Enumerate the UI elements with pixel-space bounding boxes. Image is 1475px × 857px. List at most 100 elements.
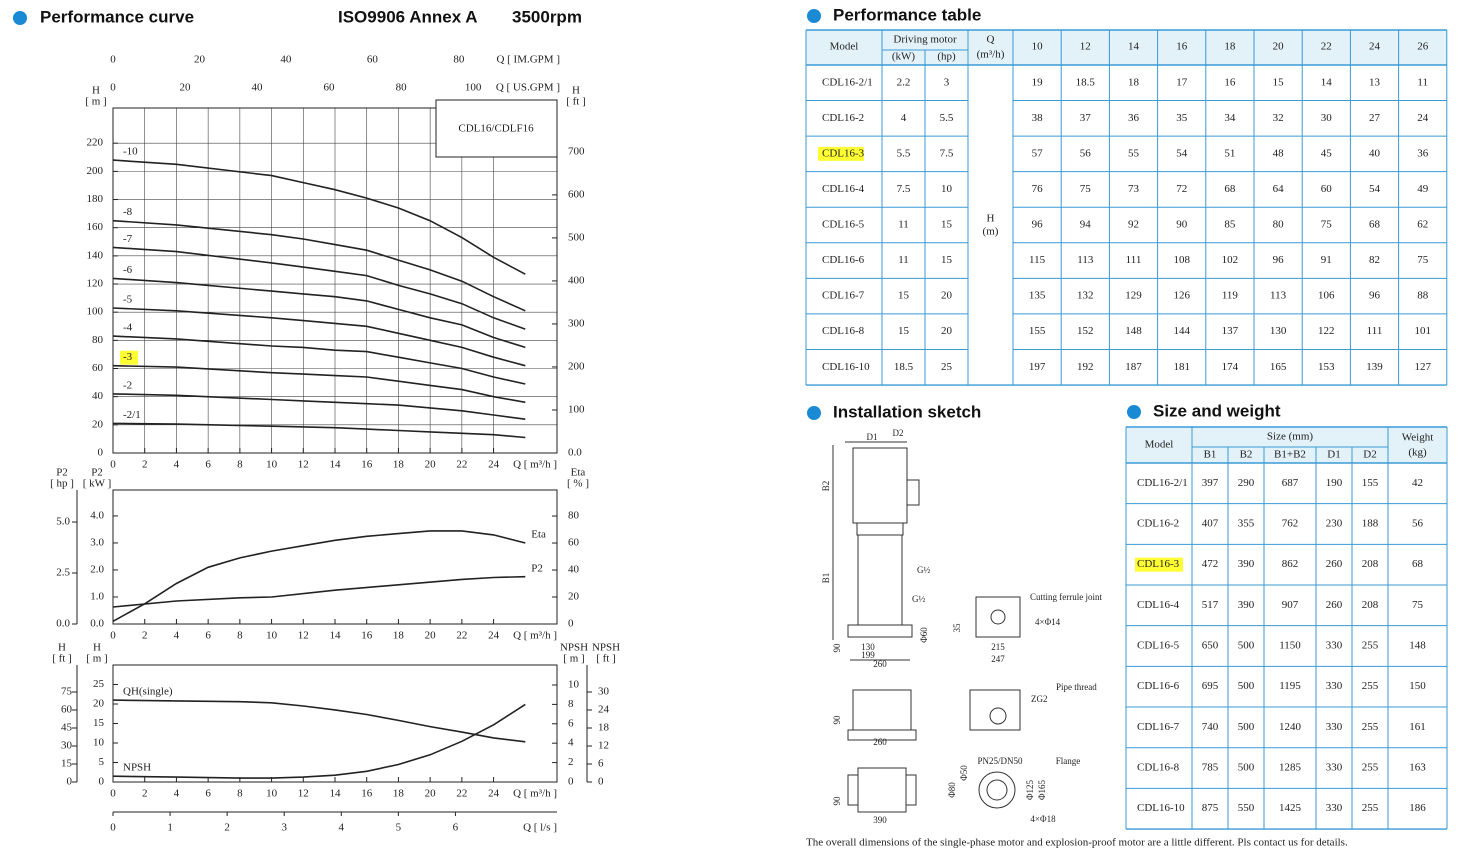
series-label: -4 bbox=[123, 322, 133, 334]
y-tick-label: 0 bbox=[568, 776, 574, 788]
table-header bbox=[806, 30, 1447, 65]
curve bbox=[112, 277, 526, 349]
table-cell: 144 bbox=[1173, 325, 1190, 337]
y-axis-unit: [ m ] bbox=[86, 653, 107, 665]
x-tick-label: 16 bbox=[361, 788, 373, 800]
y-tick-label: 12 bbox=[598, 740, 609, 752]
series-label: -6 bbox=[123, 264, 133, 276]
table-cell: CDL16-2/1 bbox=[1137, 477, 1188, 489]
x-tick-label: 6 bbox=[205, 630, 211, 642]
sketch-label: Pipe thread bbox=[1056, 682, 1097, 692]
y-tick-label: 100 bbox=[87, 306, 104, 318]
table-cell: CDL16-7 bbox=[822, 290, 865, 302]
table-cell: 11 bbox=[898, 254, 909, 266]
flange-inner bbox=[986, 779, 1008, 801]
x-tick-label: 24 bbox=[488, 630, 500, 642]
highlight bbox=[1135, 557, 1183, 572]
table-cell: 16 bbox=[1224, 76, 1236, 88]
highlight bbox=[818, 146, 864, 161]
y-axis-title: NPSH bbox=[560, 642, 588, 654]
table-cell: CDL16-2 bbox=[822, 112, 864, 124]
table-cell: 55 bbox=[1128, 147, 1140, 159]
table-cell: 407 bbox=[1202, 518, 1219, 530]
table-cell: 875 bbox=[1202, 802, 1219, 814]
y-axis-unit: [ ft ] bbox=[566, 96, 586, 108]
bottom-tick-label: 6 bbox=[453, 822, 459, 834]
y-tick-label: 220 bbox=[87, 137, 104, 149]
y-axis-unit: [ ft ] bbox=[52, 653, 72, 665]
header-cell: B1+B2 bbox=[1274, 449, 1306, 461]
y-tick-label: 40 bbox=[568, 564, 580, 576]
table-cell: 137 bbox=[1222, 325, 1239, 337]
table-cell: 390 bbox=[1238, 558, 1255, 570]
x-axis-label: Q [ m³/h ] bbox=[513, 459, 557, 471]
table-cell: 132 bbox=[1077, 290, 1094, 302]
x-tick-label: 20 bbox=[425, 788, 437, 800]
x-tick-label: 16 bbox=[361, 630, 373, 642]
x-tick-label: 24 bbox=[488, 459, 500, 471]
table-cell: 390 bbox=[1238, 599, 1255, 611]
table-cell: 129 bbox=[1125, 290, 1142, 302]
table-cell: 18 bbox=[1128, 76, 1140, 88]
model-box bbox=[435, 99, 558, 158]
x-tick-label: 14 bbox=[330, 630, 342, 642]
header-cell: (hp) bbox=[937, 51, 956, 63]
y-tick-label: 5 bbox=[99, 756, 105, 768]
table-cell: CDL16-8 bbox=[1137, 762, 1180, 774]
header-cell: 10 bbox=[1032, 41, 1044, 53]
top-tick-label: 80 bbox=[396, 82, 408, 94]
y-tick-label: 160 bbox=[87, 221, 104, 233]
series-label: Eta bbox=[531, 529, 546, 541]
table-cell: 126 bbox=[1173, 290, 1190, 302]
table-cell: 38 bbox=[1032, 112, 1044, 124]
table-cell: 82 bbox=[1369, 254, 1380, 266]
x-tick-label: 16 bbox=[361, 459, 373, 471]
sketch-label: 90 bbox=[832, 796, 842, 806]
table-cell: 111 bbox=[1367, 325, 1383, 337]
header-cell: (m³/h) bbox=[977, 49, 1005, 61]
table-cell: 64 bbox=[1273, 183, 1285, 195]
y-axis-title: NPSH bbox=[592, 642, 620, 654]
x-tick-label: 0 bbox=[110, 459, 116, 471]
curve bbox=[112, 393, 526, 420]
table-cell: 3 bbox=[944, 76, 950, 88]
table-cell: 27 bbox=[1369, 112, 1381, 124]
table-cell: 255 bbox=[1362, 640, 1379, 652]
sketch-label: 90 bbox=[832, 643, 842, 653]
y-tick-label: 60 bbox=[92, 362, 104, 374]
table-cell: 135 bbox=[1029, 290, 1046, 302]
top-tick-label: 100 bbox=[465, 82, 482, 94]
curve bbox=[112, 246, 526, 330]
table-cell: 15 bbox=[898, 290, 910, 302]
table-cell: 111 bbox=[1126, 254, 1142, 266]
table-cell: 57 bbox=[1032, 147, 1044, 159]
table-cell: 188 bbox=[1362, 518, 1379, 530]
y-tick-label: 140 bbox=[87, 249, 104, 261]
terminal-box bbox=[906, 479, 920, 506]
x-tick-label: 24 bbox=[488, 788, 500, 800]
table-cell: 5.5 bbox=[897, 147, 911, 159]
curve bbox=[112, 699, 526, 743]
y-tick-label: 30 bbox=[61, 740, 73, 752]
table-cell: CDL16-4 bbox=[1137, 599, 1180, 611]
table-cell: CDL16-6 bbox=[1137, 680, 1180, 692]
table-cell: 500 bbox=[1238, 721, 1255, 733]
y-tick-label: 0 bbox=[99, 776, 105, 788]
y-tick-label: 25 bbox=[93, 678, 105, 690]
y-tick-label: 15 bbox=[93, 717, 105, 729]
y-tick-label: 0.0 bbox=[56, 618, 70, 630]
x-tick-label: 20 bbox=[425, 630, 437, 642]
y-tick-label: 200 bbox=[87, 165, 104, 177]
motor bbox=[852, 447, 908, 524]
y-tick-label: 4.0 bbox=[90, 509, 104, 521]
table-cell: 907 bbox=[1282, 599, 1299, 611]
table-header bbox=[1126, 427, 1447, 463]
header-cell: B1 bbox=[1204, 449, 1217, 461]
table-cell: 56 bbox=[1080, 147, 1092, 159]
front-view bbox=[852, 689, 912, 731]
curve bbox=[112, 159, 526, 275]
table-cell: 255 bbox=[1362, 802, 1379, 814]
x-tick-label: 18 bbox=[393, 459, 405, 471]
table-cell: 119 bbox=[1222, 290, 1239, 302]
table-cell: 255 bbox=[1362, 762, 1379, 774]
